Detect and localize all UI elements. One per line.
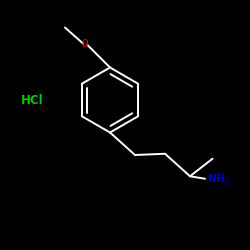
Text: O: O (81, 39, 88, 49)
Text: HCl: HCl (21, 94, 44, 106)
Text: NH$_2$: NH$_2$ (207, 172, 230, 186)
